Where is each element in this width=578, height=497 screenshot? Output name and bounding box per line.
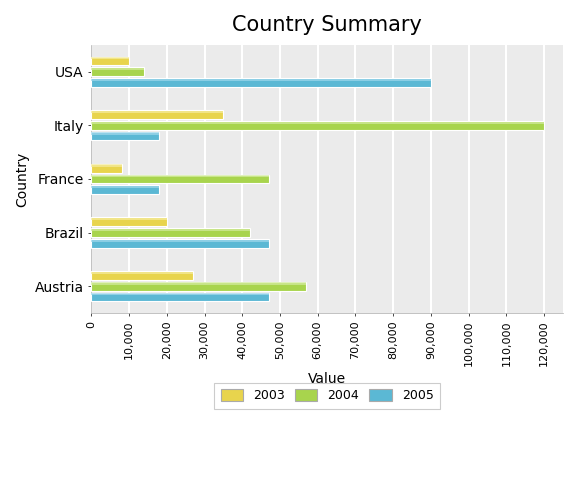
X-axis label: Value: Value [308,372,346,386]
Legend: 2003, 2004, 2005: 2003, 2004, 2005 [214,383,440,409]
Bar [91,132,160,135]
Bar [91,174,269,183]
Bar [91,271,193,280]
Bar [91,229,250,231]
Bar [91,165,121,166]
Bar [91,240,269,242]
Bar [91,175,269,177]
Bar [91,228,250,237]
Bar [91,57,129,60]
Bar [91,218,167,226]
Bar [91,218,167,220]
Bar [91,122,544,124]
Bar [91,185,160,194]
Bar [91,121,544,130]
Bar [91,57,129,66]
Title: Country Summary: Country Summary [232,15,422,35]
Bar [91,110,223,119]
Bar [91,293,269,301]
Bar [91,186,160,188]
Bar [91,68,144,70]
Bar [91,282,306,291]
Bar [91,239,269,248]
Bar [91,293,269,295]
Bar [91,78,431,87]
Bar [91,272,193,274]
Y-axis label: Country: Country [15,151,29,207]
Bar [91,164,121,172]
Bar [91,282,306,285]
Bar [91,79,431,81]
Bar [91,111,223,113]
Bar [91,67,144,76]
Bar [91,132,160,141]
